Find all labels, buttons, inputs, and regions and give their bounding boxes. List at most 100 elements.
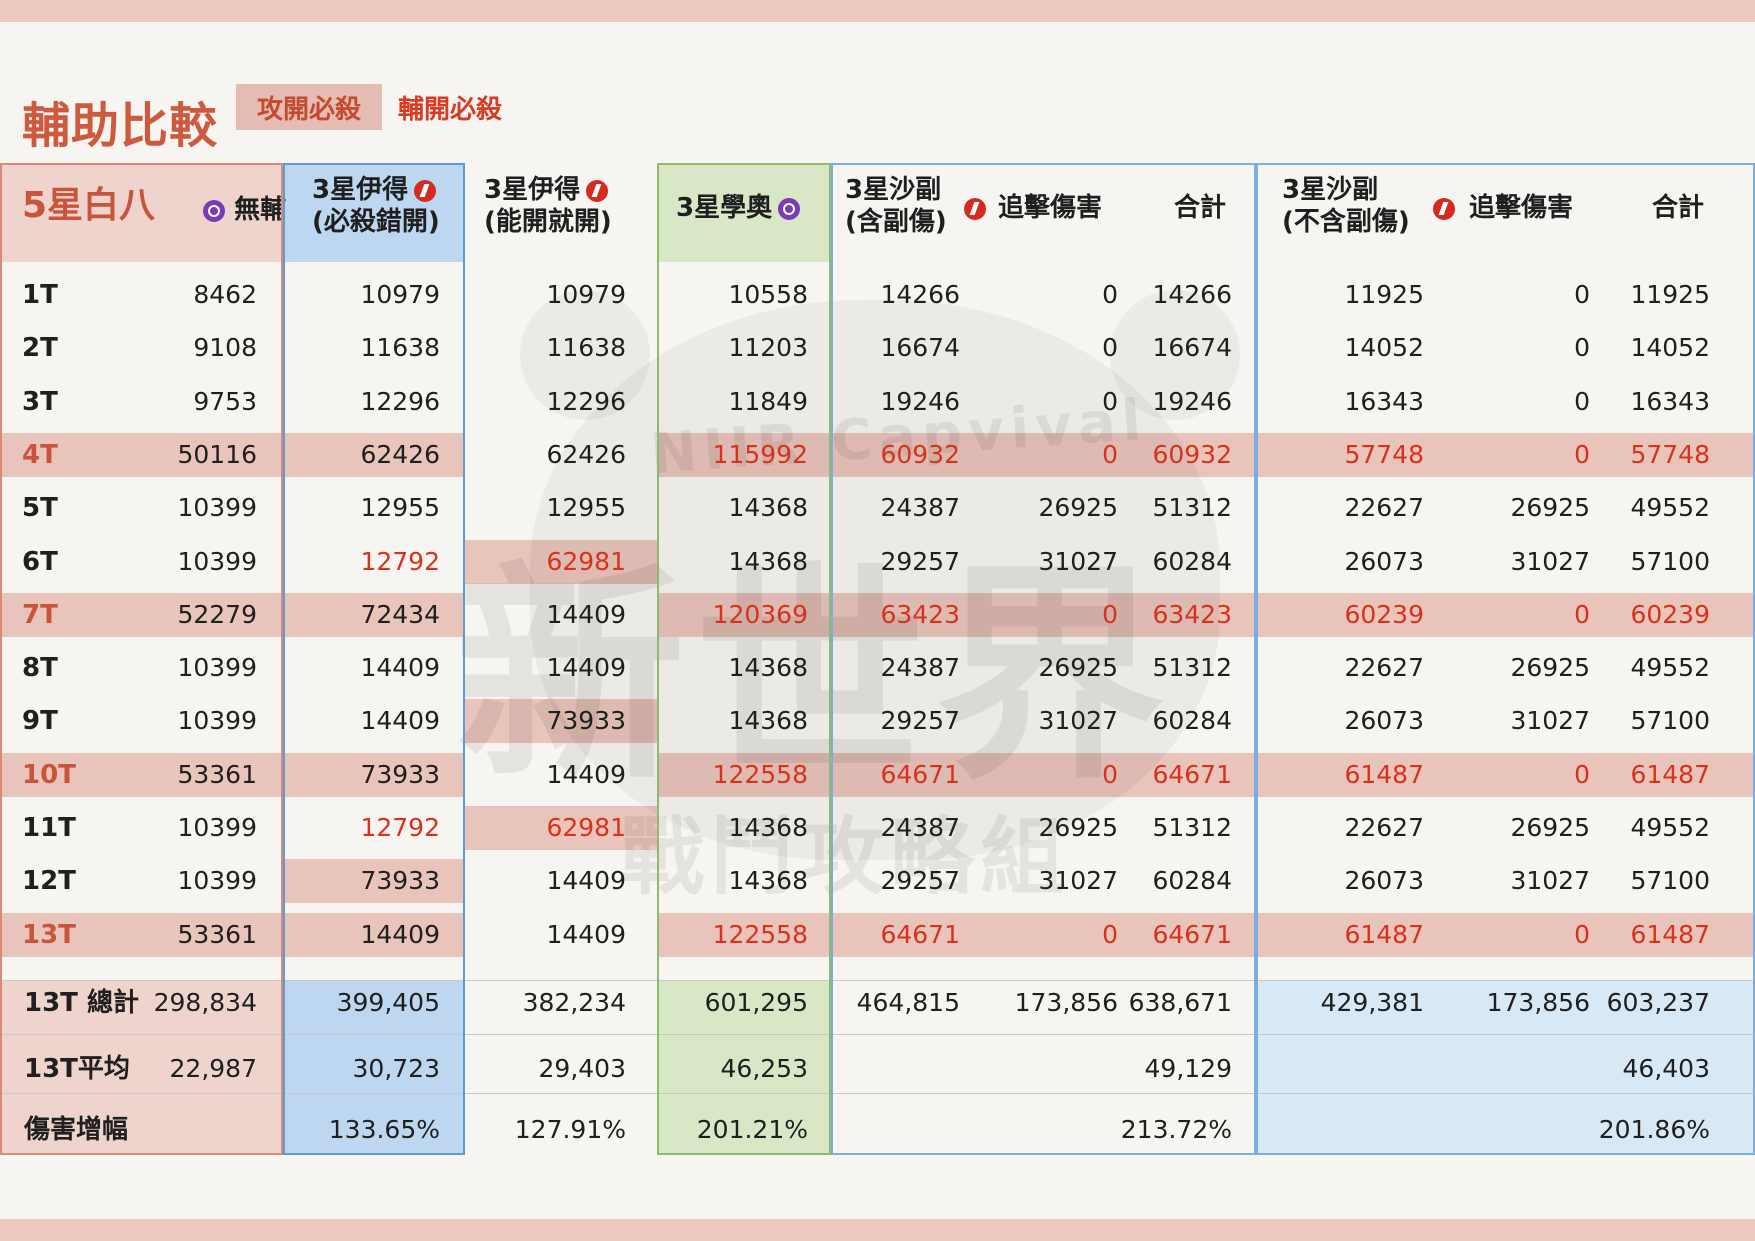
table-cell: 31027 — [1510, 866, 1590, 895]
col4-header-line2: (含副傷) — [845, 207, 947, 237]
table-cell: 26925 — [1510, 653, 1590, 682]
table-row: 5T 10399 12955 12955 14368 24387 26925 51312 226… — [0, 486, 1755, 530]
base-sub-label: 無輔 — [234, 195, 287, 225]
turn-label: 10T — [22, 760, 76, 790]
col5-header: 追擊傷害 — [998, 193, 1103, 223]
col4-header: 3星沙副 (含副傷) — [845, 174, 947, 238]
table-row: 8T 10399 14409 14409 14368 24387 26925 51312 226… — [0, 646, 1755, 690]
table-cell: 10399 — [177, 866, 257, 895]
col1-header-band — [283, 163, 465, 262]
table-row: 7T 52279 72434 14409 120369 63423 0 63423 60239 0… — [0, 593, 1755, 637]
table-cell: 14368 — [728, 866, 808, 895]
table-cell: 31027 — [1038, 547, 1118, 576]
table-cell: 29257 — [880, 866, 960, 895]
turn-label: 13T — [22, 920, 76, 950]
col3-header-band — [657, 163, 831, 262]
table-row: 2T 9108 11638 11638 11203 16674 0 16674 14052 0 14… — [0, 326, 1755, 370]
table-cell: 26073 — [1344, 866, 1424, 895]
col7-header-line2: (不含副傷) — [1282, 207, 1410, 237]
page-title: 輔助比較 — [22, 98, 219, 154]
top-stripe — [0, 0, 1755, 22]
table-cell: 24387 — [880, 493, 960, 522]
table-cell: 62981 — [546, 547, 626, 576]
table-cell: 31027 — [1038, 866, 1118, 895]
table-cell: 64671 — [1152, 920, 1232, 949]
table-cell: 51312 — [1152, 813, 1232, 842]
turn-label: 4T — [22, 440, 58, 470]
cell-highlight — [283, 859, 465, 903]
cell-highlight — [465, 540, 657, 584]
table-cell: 26925 — [1510, 493, 1590, 522]
col1-frame — [283, 163, 465, 1155]
table-cell: 52279 — [177, 600, 257, 629]
table-cell: 0 — [1574, 440, 1590, 469]
table-cell: 0 — [1102, 440, 1118, 469]
table-cell: 10399 — [177, 493, 257, 522]
col1-header-line2: (必殺錯開) — [312, 207, 440, 237]
col4-header-line1: 3星沙副 — [845, 175, 942, 205]
table-cell: 31027 — [1038, 706, 1118, 735]
summary-cell: 382,234 — [522, 988, 626, 1017]
table-cell: 10399 — [177, 547, 257, 576]
table-cell: 10558 — [728, 280, 808, 309]
table-cell: 0 — [1102, 387, 1118, 416]
table-cell: 26925 — [1038, 653, 1118, 682]
table-cell: 16343 — [1630, 387, 1710, 416]
tab-attack-crit[interactable]: 攻開必殺 — [236, 84, 382, 130]
table-cell: 14409 — [546, 920, 626, 949]
table-cell: 14409 — [360, 920, 440, 949]
table-cell: 22627 — [1344, 493, 1424, 522]
turn-label: 6T — [22, 547, 58, 577]
table-cell: 14052 — [1630, 333, 1710, 362]
group-with-sub-frame — [831, 163, 1256, 1155]
row-highlight — [657, 753, 1755, 797]
table-cell: 19246 — [1152, 387, 1232, 416]
table-cell: 22627 — [1344, 653, 1424, 682]
table-cell: 9108 — [193, 333, 257, 362]
support-skill-icon — [203, 199, 225, 222]
table-cell: 60932 — [1152, 440, 1232, 469]
table-cell: 29257 — [880, 547, 960, 576]
summary-label: 13T平均 — [24, 1054, 130, 1084]
table-cell: 53361 — [177, 920, 257, 949]
watermark-logo — [530, 300, 1220, 860]
group-without-sub-frame — [1256, 163, 1755, 1155]
turn-label: 1T — [22, 280, 58, 310]
table-row: 10T 53361 73933 14409 122558 64671 0 64671 61487… — [0, 753, 1755, 797]
table-cell: 11925 — [1630, 280, 1710, 309]
table-cell: 73933 — [360, 760, 440, 789]
table-row: 1T 8462 10979 10979 10558 14266 0 14266 11925 0 11… — [0, 273, 1755, 317]
table-cell: 60284 — [1152, 866, 1232, 895]
table-cell: 12296 — [360, 387, 440, 416]
table-cell: 62981 — [546, 813, 626, 842]
table-cell: 14409 — [546, 866, 626, 895]
tab-support-crit[interactable]: 輔開必殺 — [398, 94, 503, 125]
row-highlight — [0, 593, 465, 637]
table-row: 12T 10399 73933 14409 14368 29257 31027 60284 26… — [0, 859, 1755, 903]
summary-row: 13T平均 22,987 30,723 29,403 46,253 49,129 46,40… — [0, 1040, 1755, 1098]
col3-header: 3星學奧 — [676, 192, 801, 224]
summary-cell: 29,403 — [538, 1054, 626, 1083]
col3-header-label: 3星學奧 — [676, 193, 773, 223]
table-cell: 26925 — [1510, 813, 1590, 842]
table-cell: 50116 — [177, 440, 257, 469]
table-cell: 61487 — [1344, 760, 1424, 789]
table-cell: 62426 — [546, 440, 626, 469]
row-highlight — [657, 433, 1755, 477]
row-highlight — [0, 433, 465, 477]
table-cell: 14409 — [546, 600, 626, 629]
summary-cell: 22,987 — [169, 1054, 257, 1083]
table-cell: 16343 — [1344, 387, 1424, 416]
table-cell: 12955 — [546, 493, 626, 522]
table-cell: 62426 — [360, 440, 440, 469]
summary-cell: 298,834 — [153, 988, 257, 1017]
table-cell: 12792 — [360, 547, 440, 576]
table-row: 6T 10399 12792 62981 14368 29257 31027 60284 260… — [0, 540, 1755, 584]
table-cell: 57748 — [1630, 440, 1710, 469]
table-cell: 14052 — [1344, 333, 1424, 362]
table-cell: 11638 — [546, 333, 626, 362]
table-cell: 12792 — [360, 813, 440, 842]
table-cell: 0 — [1574, 333, 1590, 362]
table-cell: 64671 — [880, 920, 960, 949]
table-cell: 14368 — [728, 547, 808, 576]
